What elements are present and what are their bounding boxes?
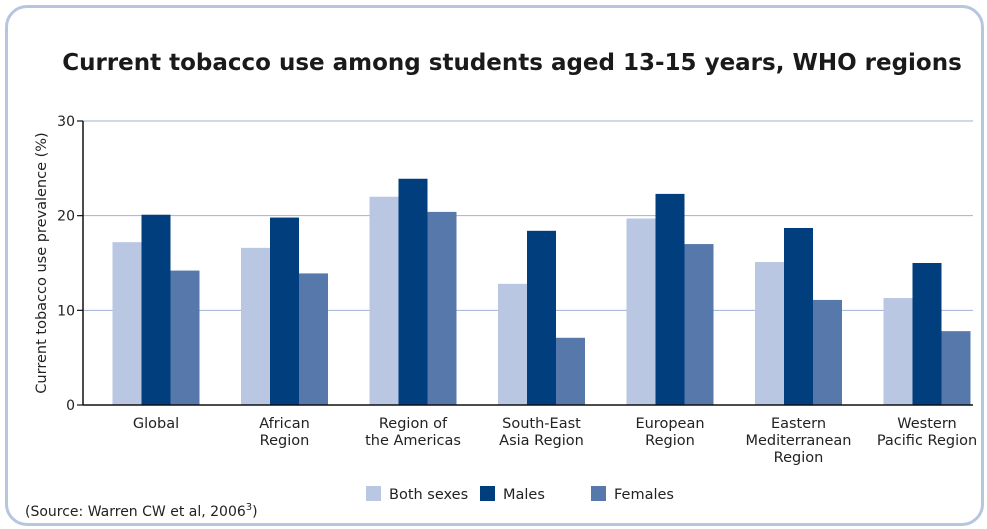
legend: Both sexes Males Females xyxy=(366,486,674,503)
bar xyxy=(912,263,942,405)
legend-label: Both sexes xyxy=(389,487,468,503)
x-category-label: Region of the Americas xyxy=(365,416,461,449)
bar xyxy=(883,298,913,405)
x-category-line: European xyxy=(635,416,704,432)
y-axis-label: Current tobacco use prevalence (%) xyxy=(34,132,50,393)
x-category-line: the Americas xyxy=(365,433,461,449)
x-category-line: Western xyxy=(897,416,956,432)
x-category-line: Asia Region xyxy=(499,433,584,449)
x-category-line: Global xyxy=(133,416,179,432)
bar xyxy=(655,193,685,405)
x-category-line: Pacific Region xyxy=(877,433,977,449)
axes xyxy=(82,121,973,406)
y-tick-label: 20 xyxy=(57,209,75,225)
source-text: (Source: Warren CW et al, 2006 xyxy=(25,504,246,520)
bars xyxy=(112,178,971,405)
bar xyxy=(498,283,527,405)
y-axis-ticks: 0 10 20 30 xyxy=(57,114,83,414)
bar xyxy=(941,331,971,405)
x-category-label: European Region xyxy=(635,416,704,449)
x-category-label: Eastern Mediterranean Region xyxy=(745,416,851,466)
bar xyxy=(170,270,200,405)
bar xyxy=(784,227,813,405)
bar xyxy=(141,214,171,405)
x-category-line: Region xyxy=(260,433,310,449)
x-category-line: Mediterranean xyxy=(745,433,851,449)
x-category-line: Region xyxy=(645,433,695,449)
bar xyxy=(398,178,428,405)
x-category-label: Global xyxy=(133,416,179,432)
source-superscript: 3 xyxy=(246,502,252,513)
legend-label: Females xyxy=(614,487,674,503)
source-note: (Source: Warren CW et al, 20063) xyxy=(25,502,258,520)
legend-label: Males xyxy=(503,487,545,503)
legend-swatch xyxy=(366,486,381,501)
bar xyxy=(241,247,270,405)
x-category-line: Eastern xyxy=(771,416,826,432)
bar xyxy=(755,262,784,405)
bar xyxy=(626,218,656,405)
legend-swatch xyxy=(480,486,495,501)
chart-title: Current tobacco use among students aged … xyxy=(62,50,962,76)
bar xyxy=(684,244,714,405)
x-category-line: Region of xyxy=(379,416,448,432)
x-category-label: African Region xyxy=(259,416,310,449)
bar xyxy=(369,196,399,405)
bar xyxy=(270,217,299,405)
bar xyxy=(813,299,842,405)
bar xyxy=(527,230,556,405)
y-tick-label: 10 xyxy=(57,303,75,319)
bar xyxy=(299,273,328,405)
x-category-label: South-East Asia Region xyxy=(499,416,584,449)
x-category-line: South-East xyxy=(502,416,581,432)
y-tick-label: 30 xyxy=(57,114,75,130)
bar xyxy=(112,242,142,405)
bar xyxy=(556,337,585,405)
source-suffix: ) xyxy=(252,504,257,520)
bar xyxy=(427,211,457,405)
legend-swatch xyxy=(591,486,606,501)
x-category-line: African xyxy=(259,416,310,432)
y-tick-label: 0 xyxy=(66,398,75,414)
x-category-label: Western Pacific Region xyxy=(877,416,977,449)
x-category-line: Region xyxy=(774,450,824,466)
